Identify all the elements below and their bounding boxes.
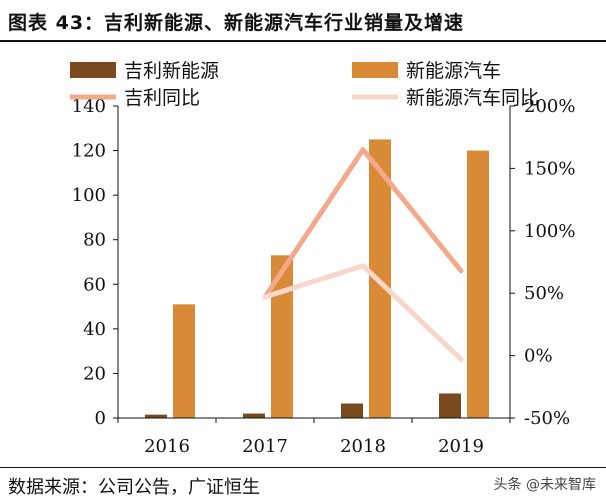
left-tick-label: 100 [72,185,106,206]
legend-label-新能源汽车同比: 新能源汽车同比 [406,87,539,109]
right-tick-label: 200% [524,96,575,117]
bar-吉利新能源-2016 [145,414,167,418]
watermark: 头条 @未来智库 [493,477,596,493]
point-新能源汽车同比-2017 [262,294,268,300]
right-tick-label: -50% [524,408,570,429]
line-新能源汽车同比 [262,263,464,362]
footer-divider [0,467,606,468]
chart-title: 图表 43：吉利新能源、新能源汽车行业销量及增速 [8,12,465,34]
bar-新能源汽车-2019 [467,150,489,419]
left-tick-label: 120 [72,141,106,162]
legend-label-吉利同比: 吉利同比 [124,87,200,109]
point-新能源汽车同比-2019 [458,356,464,362]
legend-swatch-新能源汽车 [352,62,398,78]
right-tick-label: 150% [524,158,575,179]
left-tick-label: 0 [95,408,106,429]
right-tick-label: 0% [524,346,553,367]
x-tick-label: 2019 [438,436,484,457]
bar-新能源汽车-2016 [173,304,195,418]
right-tick-label: 100% [524,221,575,242]
legend-label-新能源汽车: 新能源汽车 [406,60,501,82]
x-tick-label: 2017 [242,436,288,457]
bar-吉利新能源-2017 [243,413,265,418]
x-tick-label: 2016 [144,436,190,457]
title-divider [0,40,606,42]
x-tick-label: 2018 [340,436,386,457]
left-tick-label: 20 [83,363,106,384]
point-吉利同比-2018 [360,147,366,153]
bar-吉利新能源-2019 [439,393,461,418]
legend-swatch-吉利新能源 [70,62,116,78]
line-吉利同比 [262,147,464,300]
left-tick-label: 140 [72,96,106,117]
point-吉利同比-2019 [458,268,464,274]
source-note: 数据来源：公司公告，广证恒生 [8,477,260,498]
left-tick-label: 40 [83,319,106,340]
point-新能源汽车同比-2018 [360,263,366,269]
bar-吉利新能源-2018 [341,403,363,418]
bar-新能源汽车-2017 [271,255,293,418]
chart: 0 20 40 60 80 100 120 140 -50% 0% 50% 100% 150% 200% 2… [70,60,575,457]
left-tick-label: 80 [83,230,106,251]
legend-label-吉利新能源: 吉利新能源 [124,60,219,82]
left-tick-label: 60 [83,274,106,295]
right-tick-label: 50% [524,283,564,304]
